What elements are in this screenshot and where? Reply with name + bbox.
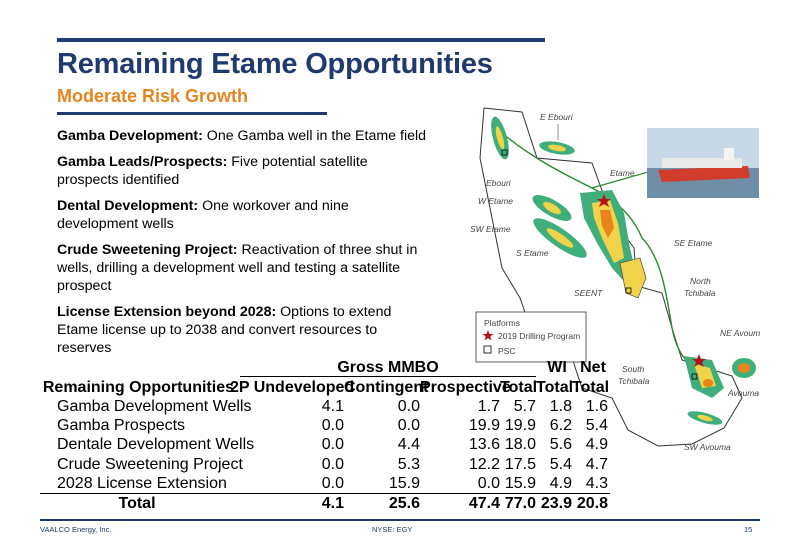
bullet-gamba-leads: Gamba Leads/Prospects: Five potential sa… [57, 154, 368, 188]
legend-platforms: Platforms [484, 318, 520, 328]
table-cell: 5.7 [513, 398, 536, 415]
map-legend: Platforms 2019 Drilling Program PSC [475, 311, 587, 363]
table-row-label: Crude Sweetening Project [57, 455, 243, 473]
map-label-seent: SEENT [574, 288, 603, 298]
table-cell: 5.4 [585, 417, 608, 435]
etame-field-map: E Ebouri Ebouri Etame W Etame SW Etame S… [462, 98, 760, 460]
table-cell: 5.6 [549, 436, 572, 454]
table-cell: 1.6 [585, 398, 608, 415]
table-cell: 13.6 [468, 436, 500, 454]
table-cell: 19.9 [504, 417, 536, 435]
total-cell: 20.8 [576, 495, 608, 512]
table-cell: 0.0 [321, 474, 344, 492]
table-cell: 5.4 [549, 455, 572, 473]
table-cell: 19.9 [468, 417, 500, 435]
total-cell: 23.9 [540, 495, 572, 512]
table-cell: 4.9 [549, 474, 572, 492]
map-label-avouma: Avouma [727, 388, 759, 398]
table-cell: 5.3 [397, 455, 420, 473]
header-net: Net [580, 359, 606, 376]
drilling-star-etame [597, 194, 611, 207]
bullet-list: Gamba Development: One Gamba well in the… [57, 127, 432, 365]
table-cell: 18.0 [504, 436, 536, 454]
table-cell: 4.4 [397, 436, 420, 454]
legend-drilling: 2019 Drilling Program [498, 331, 580, 341]
gross-mmbo-underline [240, 376, 536, 377]
table-cell: 0.0 [321, 436, 344, 454]
bullet-gamba-development: Gamba Development: One Gamba well in the… [57, 128, 427, 144]
table-cell: 4.3 [585, 474, 608, 492]
table-cell: 0.0 [477, 474, 500, 492]
col-contingent: Contingent [344, 379, 429, 396]
total-rule [40, 493, 610, 494]
col-remaining-opportunities: Remaining Opportunities [42, 379, 234, 396]
title-top-rule [57, 38, 545, 42]
table-row-label: Dentale Development Wells [57, 436, 255, 454]
map-label-north-tchibala-1: North [690, 276, 711, 286]
col-2p-undeveloped: 2P Undeveloped [230, 379, 355, 396]
map-label-etame: Etame [610, 168, 635, 178]
fpso-photo [647, 128, 759, 198]
col-net-total: Total [572, 379, 610, 396]
table-cell: 0.0 [321, 455, 344, 473]
map-label-ebouri: Ebouri [486, 178, 512, 188]
map-label-south-tchibala-1: South [622, 364, 644, 374]
legend-psc: PSC [498, 346, 515, 356]
table-cell: 15.9 [504, 474, 536, 492]
map-label-ne-avouma: NE Avouma [720, 328, 760, 338]
page-title: Remaining Etame Opportunities [57, 48, 493, 80]
total-row-label: Total [118, 495, 156, 512]
map-label-sw-etame: SW Etame [470, 224, 511, 234]
total-cell: 25.6 [388, 495, 420, 512]
map-label-s-etame: S Etame [516, 248, 549, 258]
footer-rule [40, 519, 760, 521]
table-cell: 0.0 [397, 417, 420, 435]
subtitle-bottom-rule [57, 112, 327, 115]
map-label-se-etame: SE Etame [674, 238, 713, 248]
table-cell: 12.2 [468, 455, 500, 473]
bullet-license-extension: License Extension beyond 2028: Options t… [57, 304, 392, 356]
bullet-crude-sweetening: Crude Sweetening Project: Reactivation o… [57, 242, 418, 294]
map-label-sw-avouma: SW Avouma [684, 442, 731, 452]
footer-company: VAALCO Energy, Inc. [40, 525, 112, 534]
total-cell: 47.4 [468, 495, 500, 512]
map-label-south-tchibala-2: Tchibala [618, 376, 650, 386]
table-cell: 0.0 [397, 398, 420, 415]
table-cell: 6.2 [549, 417, 572, 435]
col-wi-total: Total [536, 379, 574, 396]
header-wi: WI [547, 359, 567, 376]
table-cell: 17.5 [504, 455, 536, 473]
col-total: Total [500, 379, 538, 396]
map-label-w-etame: W Etame [478, 196, 513, 206]
drilling-star-avouma [692, 354, 706, 367]
col-prospective: Prospective [420, 379, 511, 396]
total-cell: 77.0 [504, 495, 536, 512]
table-cell: 4.7 [585, 455, 608, 473]
footer-page-number: 15 [744, 525, 753, 534]
table-row-label: 2028 License Extension [57, 474, 227, 492]
table-row-label: Gamba Prospects [57, 417, 186, 435]
table-cell: 0.0 [321, 417, 344, 435]
map-label-e-ebouri: E Ebouri [540, 112, 574, 122]
table-cell: 1.7 [477, 398, 500, 415]
table-cell: 4.1 [321, 398, 344, 415]
pipeline [501, 132, 703, 371]
total-cell: 4.1 [321, 495, 344, 512]
page-subtitle: Moderate Risk Growth [57, 86, 249, 106]
bullet-dental-development: Dental Development: One workover and nin… [57, 198, 349, 232]
header-gross-mmbo: Gross MMBO [337, 359, 439, 376]
table-cell: 15.9 [388, 474, 420, 492]
table-cell: 4.9 [585, 436, 608, 454]
table-row-label: Gamba Development Wells [57, 398, 252, 415]
map-label-north-tchibala-2: Tchibala [684, 288, 716, 298]
table-cell: 1.8 [549, 398, 572, 415]
footer-ticker: NYSE: EGY [372, 525, 413, 534]
